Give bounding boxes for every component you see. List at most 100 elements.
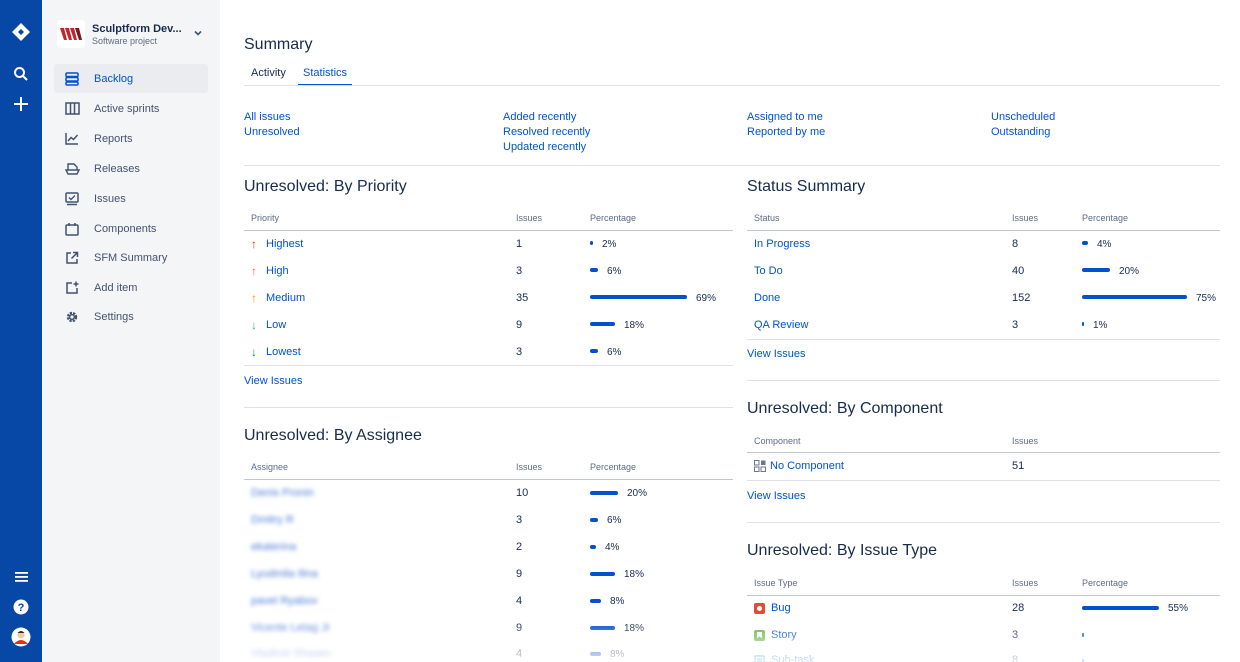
percentage-label: 4% <box>605 542 620 553</box>
status-section-title: Status Summary <box>747 178 866 195</box>
backlog-icon <box>63 70 81 88</box>
percentage-bar <box>590 491 618 495</box>
issue-count: 51 <box>1012 460 1025 472</box>
issue-count: 40 <box>1012 265 1025 277</box>
search-icon[interactable] <box>0 66 42 82</box>
priority-link-medium[interactable]: ↑ Medium <box>251 292 305 305</box>
issue-type-link-story[interactable]: Story <box>754 629 797 641</box>
issue-type-label: Sub-task <box>771 654 815 662</box>
assignee-link[interactable]: pavel Ryabov <box>251 595 318 607</box>
sidebar-item-components[interactable]: Components <box>54 214 208 243</box>
priority-link-highest[interactable]: ↑ Highest <box>251 238 303 251</box>
create-icon[interactable] <box>0 96 42 112</box>
column-header: Issues <box>516 462 543 472</box>
header-divider <box>244 230 733 231</box>
percentage-label: 6% <box>607 515 622 526</box>
percentage-bar <box>590 518 598 522</box>
issue-count: 4 <box>516 648 523 660</box>
external-link-icon <box>63 249 81 267</box>
assignee-link[interactable]: ekaterina <box>251 541 297 553</box>
filter-unscheduled[interactable]: Unscheduled <box>991 111 1056 123</box>
board-icon <box>63 100 81 118</box>
add-item-icon <box>63 279 81 297</box>
percentage-bar <box>1082 295 1187 299</box>
priority-label: High <box>266 265 289 277</box>
priority-link-low[interactable]: ↓ Low <box>251 317 287 332</box>
filter-resolved-recently[interactable]: Resolved recently <box>503 126 591 138</box>
issue-count: 3 <box>1012 629 1019 641</box>
assignee-link[interactable]: Denis Pronin <box>251 487 314 499</box>
global-nav: ? <box>0 0 42 662</box>
tab-activity[interactable]: Activity <box>251 67 286 79</box>
priority-view-issues-link[interactable]: View Issues <box>244 375 303 387</box>
status-link-to-do[interactable]: To Do <box>754 265 783 277</box>
sidebar-item-active-sprints[interactable]: Active sprints <box>54 94 208 123</box>
menu-icon[interactable] <box>0 571 42 583</box>
component-view-issues-link[interactable]: View Issues <box>747 490 806 502</box>
assignee-link[interactable]: Vladimir Shaaev <box>251 648 332 660</box>
sidebar-item-releases[interactable]: Releases <box>54 154 208 183</box>
component-icon <box>754 460 766 472</box>
percentage-bar <box>1082 268 1110 272</box>
percentage-bar <box>590 349 598 353</box>
issue-count: 8 <box>1012 238 1019 250</box>
priority-link-lowest[interactable]: ↓ Lowest <box>251 346 301 359</box>
issue-count: 3 <box>516 514 523 526</box>
sidebar-item-label: Active sprints <box>94 102 160 115</box>
table-bottom-divider <box>747 480 1220 481</box>
filter-outstanding[interactable]: Outstanding <box>991 126 1051 138</box>
status-view-issues-link[interactable]: View Issues <box>747 348 806 360</box>
filter-unresolved[interactable]: Unresolved <box>244 126 300 138</box>
tab-statistics[interactable]: Statistics <box>298 67 353 86</box>
component-link-no-component[interactable]: No Component <box>754 460 844 472</box>
issue-count: 3 <box>1012 319 1019 331</box>
bug-icon <box>754 602 765 614</box>
sidebar-item-label: Backlog <box>94 72 134 85</box>
status-link-in-progress[interactable]: In Progress <box>754 238 811 250</box>
help-icon[interactable]: ? <box>0 599 42 615</box>
project-type: Software project <box>92 36 158 46</box>
sidebar-item-reports[interactable]: Reports <box>54 124 208 153</box>
sidebar-item-issues[interactable]: Issues <box>54 184 208 213</box>
assignee-link[interactable]: Vicente Letag Jr <box>251 622 331 634</box>
assignee-link[interactable]: Dmitry R <box>251 514 294 526</box>
issue-type-section-title: Unresolved: By Issue Type <box>747 542 938 559</box>
status-link-qa-review[interactable]: QA Review <box>754 319 809 331</box>
priority-label: Low <box>266 319 287 331</box>
avatar[interactable] <box>0 627 42 647</box>
percentage-label: 4% <box>1097 239 1112 250</box>
sidebar-item-settings[interactable]: Settings <box>54 302 208 331</box>
column-header: Assignee <box>251 462 289 472</box>
section-divider <box>747 522 1220 523</box>
issue-type-label: Bug <box>771 602 791 614</box>
issue-count: 9 <box>516 622 523 634</box>
chevron-down-icon[interactable] <box>193 28 203 38</box>
jira-logo-icon[interactable] <box>0 22 42 42</box>
project-header[interactable]: Sculptform Dev... Software project <box>57 20 207 54</box>
priority-low-icon: ↓ <box>251 317 257 332</box>
filter-added-recently[interactable]: Added recently <box>503 111 577 123</box>
sidebar-item-label: Settings <box>94 310 134 323</box>
column-header: Component <box>754 436 801 446</box>
percentage-label: 2% <box>602 239 617 250</box>
components-icon <box>63 220 81 238</box>
tabs-divider <box>244 85 1220 86</box>
sidebar-item-backlog[interactable]: Backlog <box>54 64 208 93</box>
issue-count: 35 <box>516 292 529 304</box>
priority-label: Lowest <box>266 346 301 358</box>
sidebar-item-sfm-summary[interactable]: SFM Summary <box>54 243 208 272</box>
status-link-done[interactable]: Done <box>754 292 781 304</box>
filter-all-issues[interactable]: All issues <box>244 111 291 123</box>
sidebar-item-add-item[interactable]: Add item <box>54 273 208 302</box>
issue-type-link-sub-task[interactable]: Sub-task <box>754 654 814 662</box>
assignee-link[interactable]: Lyudmila Ilina <box>251 568 318 580</box>
filter-reported-by-me[interactable]: Reported by me <box>747 126 826 138</box>
issue-count: 2 <box>516 541 523 553</box>
column-header: Percentage <box>1082 213 1129 223</box>
priority-link-high[interactable]: ↑ High <box>251 265 289 278</box>
column-header: Issues <box>1012 213 1039 223</box>
filter-assigned-to-me[interactable]: Assigned to me <box>747 111 823 123</box>
releases-icon <box>63 160 81 178</box>
issue-type-link-bug[interactable]: Bug <box>754 602 791 614</box>
filter-updated-recently[interactable]: Updated recently <box>503 141 587 153</box>
